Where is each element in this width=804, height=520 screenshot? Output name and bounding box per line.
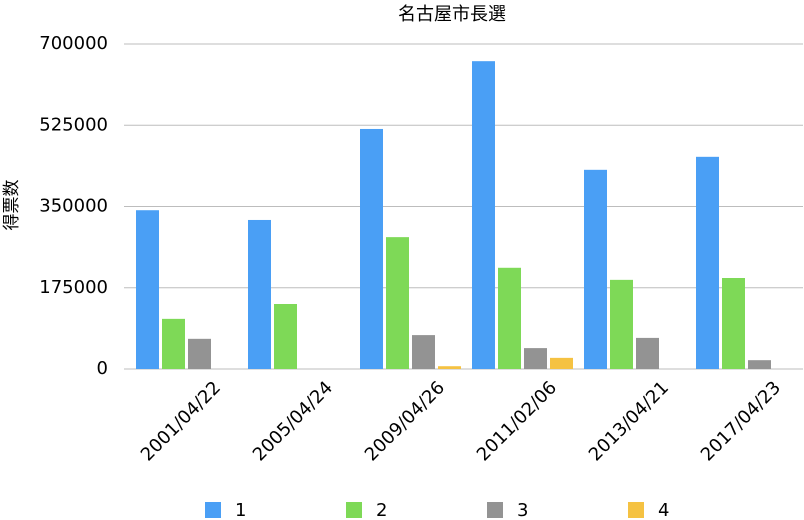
y-tick-label: 525000: [39, 114, 108, 135]
bar: [524, 348, 547, 369]
bar: [696, 156, 719, 369]
bar: [274, 304, 297, 369]
x-tick-label: 2009/04/26: [361, 377, 449, 465]
legend-swatch: [628, 502, 644, 518]
bar: [748, 360, 771, 369]
chart-title: 名古屋市長選: [398, 4, 506, 25]
bar: [472, 61, 495, 370]
bar: [188, 338, 211, 369]
legend-label: 2: [376, 500, 387, 520]
legend-label: 4: [658, 500, 669, 520]
bar: [136, 210, 159, 369]
x-tick-label: 2013/04/21: [585, 377, 673, 465]
bar: [248, 219, 271, 369]
bar: [498, 267, 521, 369]
x-tick-label: 2005/04/24: [249, 377, 337, 465]
y-tick-label: 700000: [39, 33, 108, 54]
legend-label: 1: [235, 500, 246, 520]
bar: [438, 366, 461, 369]
bar: [550, 357, 573, 369]
x-tick-label: 2017/04/23: [697, 377, 785, 465]
y-axis-label: 得票数: [2, 180, 22, 231]
legend-swatch: [346, 502, 362, 518]
x-tick-label: 2011/02/06: [473, 377, 561, 465]
legend-swatch: [487, 502, 503, 518]
legend-label: 3: [517, 500, 528, 520]
legend-swatch: [205, 502, 221, 518]
bar: [722, 278, 745, 369]
y-tick-label: 0: [97, 358, 108, 379]
bar: [584, 169, 607, 369]
x-tick-label: 2001/04/22: [137, 377, 225, 465]
bar: [412, 335, 435, 369]
bar: [386, 237, 409, 369]
bar: [360, 128, 383, 369]
y-tick-label: 350000: [39, 196, 108, 217]
bar: [162, 318, 185, 369]
y-tick-label: 175000: [39, 277, 108, 298]
bar: [610, 279, 633, 369]
bar: [636, 337, 659, 369]
